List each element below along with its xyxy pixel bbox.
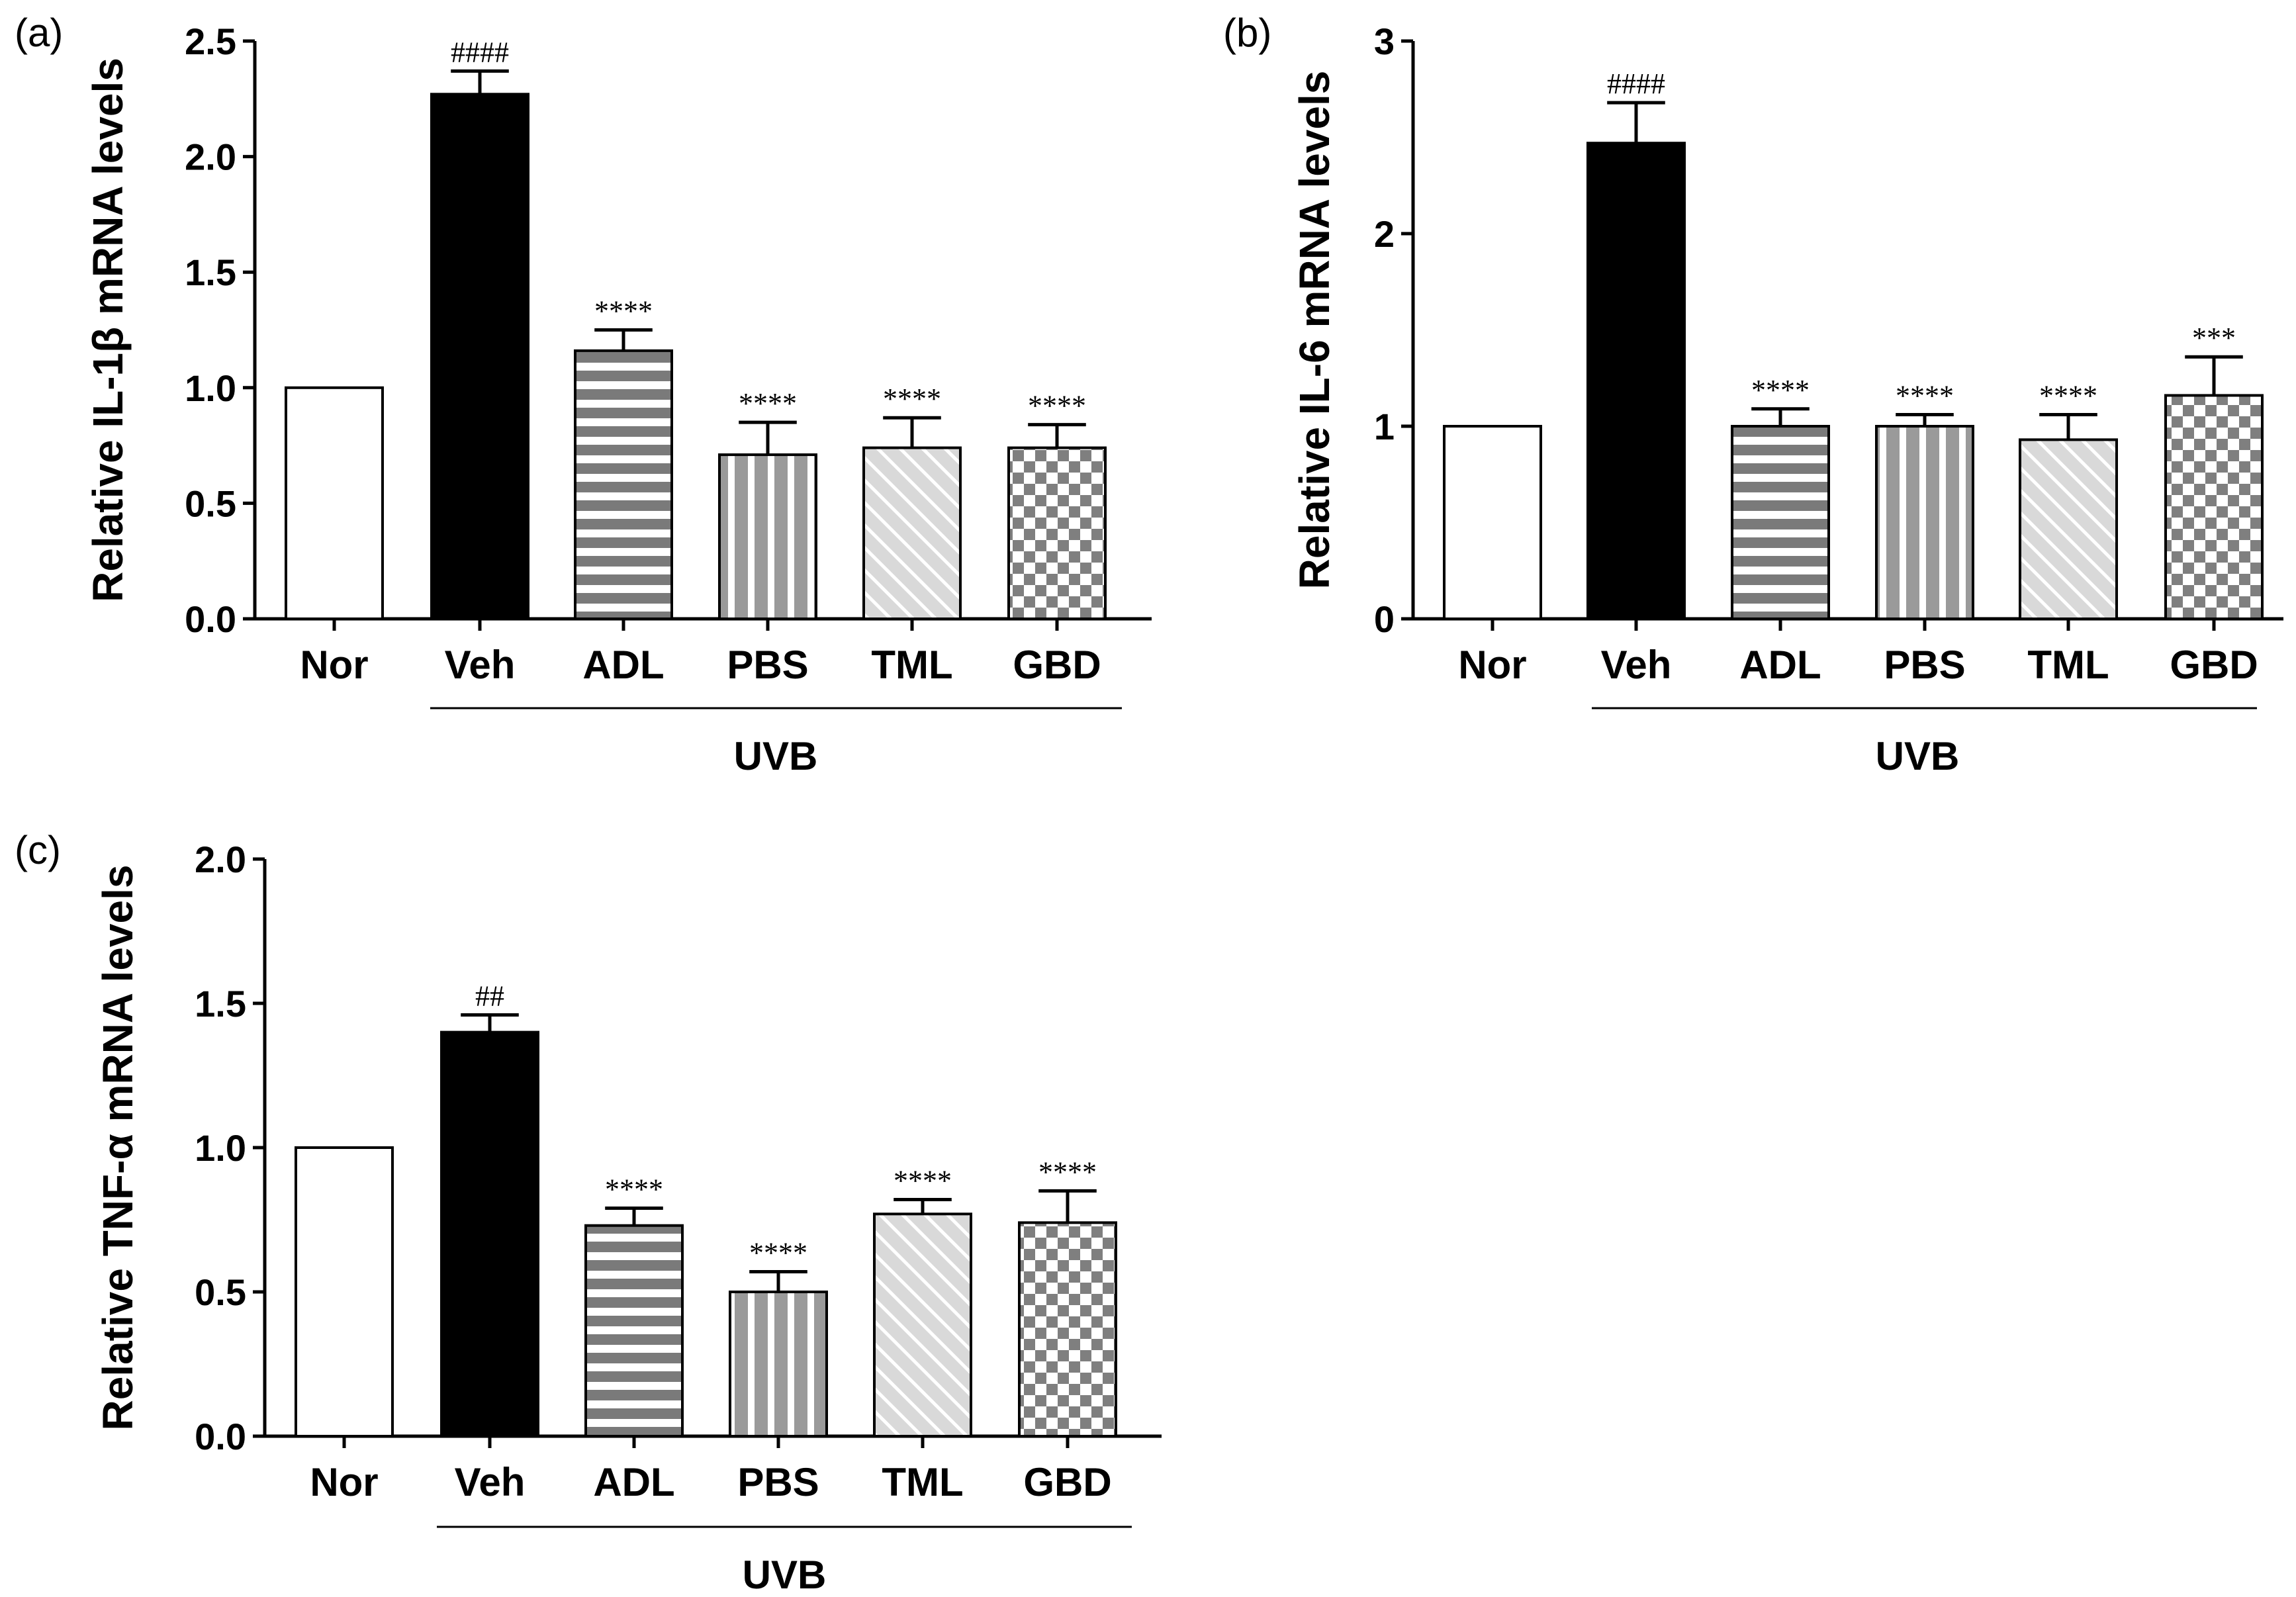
significance-label: **** xyxy=(594,295,653,328)
x-tick-label: TML xyxy=(2027,643,2109,687)
x-tick-label: TML xyxy=(871,643,952,687)
x-tick-label: ADL xyxy=(582,643,664,687)
x-tick-label: Nor xyxy=(300,643,368,687)
y-tick-label: 1.0 xyxy=(185,367,236,409)
significance-label: **** xyxy=(1751,374,1810,406)
bar-pbs xyxy=(729,1291,828,1437)
bar-pbs xyxy=(718,453,817,620)
y-tick-label: 0.0 xyxy=(185,598,236,640)
significance-label: #### xyxy=(451,36,509,68)
panel-label: (b) xyxy=(1223,11,1271,55)
panel-label: (a) xyxy=(15,11,63,55)
significance-label: **** xyxy=(1038,1156,1097,1188)
significance-label: **** xyxy=(894,1164,952,1197)
y-tick-label: 1.0 xyxy=(195,1127,246,1169)
y-tick-label: 1.5 xyxy=(195,983,246,1025)
significance-label: **** xyxy=(605,1173,663,1206)
bar-veh xyxy=(440,1030,539,1437)
group-label: UVB xyxy=(1876,734,1960,778)
significance-label: *** xyxy=(2192,322,2236,354)
x-tick-label: PBS xyxy=(737,1460,819,1504)
bar-pbs xyxy=(1875,425,1974,620)
chart-panel: (c) Relative TNF-α mRNA levels 0.0 0.5 1.0 1.… xyxy=(15,828,1162,1597)
y-tick-label: 2.5 xyxy=(185,21,236,62)
chart-panel: (a) Relative IL-1β mRNA levels 0.0 0.5 1.0 1.… xyxy=(15,11,1152,778)
x-tick-label: ADL xyxy=(593,1460,674,1504)
y-axis-label: Relative IL-1β mRNA levels xyxy=(84,58,132,602)
bar-veh xyxy=(430,93,529,621)
significance-label: **** xyxy=(739,387,797,420)
bar-nor xyxy=(285,386,384,620)
y-axis-label: Relative IL-6 mRNA levels xyxy=(1291,71,1338,590)
y-tick-label: 0.5 xyxy=(185,482,236,524)
bar-adl xyxy=(1731,425,1830,620)
significance-label: **** xyxy=(749,1236,807,1269)
x-tick-label: Nor xyxy=(310,1460,378,1504)
x-tick-label: Nor xyxy=(1458,643,1526,687)
significance-label: ## xyxy=(475,980,504,1012)
bar-gbd xyxy=(1018,1221,1117,1437)
bar-adl xyxy=(584,1224,684,1437)
significance-label: **** xyxy=(883,383,941,415)
significance-label: **** xyxy=(2039,380,2097,412)
y-tick-label: 0.5 xyxy=(195,1271,246,1313)
significance-label: **** xyxy=(1028,390,1086,422)
y-tick-label: 0 xyxy=(1374,598,1395,640)
x-tick-label: TML xyxy=(882,1460,963,1504)
y-tick-label: 2.0 xyxy=(195,839,246,880)
bar-nor xyxy=(1443,425,1542,620)
x-tick-label: Veh xyxy=(455,1460,526,1504)
bar-tml xyxy=(2019,438,2118,620)
bar-gbd xyxy=(2164,394,2264,620)
y-tick-label: 1.5 xyxy=(185,251,236,293)
x-tick-label: PBS xyxy=(727,643,808,687)
significance-label: **** xyxy=(1896,380,1954,412)
panel-label: (c) xyxy=(15,828,61,872)
group-label: UVB xyxy=(743,1553,827,1597)
y-axis-label: Relative TNF-α mRNA levels xyxy=(94,865,142,1431)
group-label: UVB xyxy=(734,734,818,778)
significance-label: #### xyxy=(1607,68,1665,100)
x-tick-label: Veh xyxy=(445,643,516,687)
bar-veh xyxy=(1586,142,1686,621)
bar-nor xyxy=(295,1146,394,1437)
chart-panel: (b) Relative IL-6 mRNA levels 0 1 2 3 Nor #### V… xyxy=(1223,11,2283,778)
bar-tml xyxy=(873,1212,972,1438)
y-tick-label: 1 xyxy=(1374,406,1395,447)
bar-adl xyxy=(574,349,673,620)
x-tick-label: Veh xyxy=(1601,643,1672,687)
y-tick-label: 2.0 xyxy=(185,136,236,178)
y-tick-label: 2 xyxy=(1374,213,1395,255)
bar-gbd xyxy=(1007,446,1107,620)
y-tick-label: 3 xyxy=(1374,21,1395,62)
x-tick-label: PBS xyxy=(1884,643,1965,687)
bar-tml xyxy=(862,446,962,620)
y-tick-label: 0.0 xyxy=(195,1416,246,1457)
x-tick-label: GBD xyxy=(2170,643,2258,687)
x-tick-label: GBD xyxy=(1023,1460,1111,1504)
x-tick-label: GBD xyxy=(1013,643,1101,687)
x-tick-label: ADL xyxy=(1739,643,1821,687)
